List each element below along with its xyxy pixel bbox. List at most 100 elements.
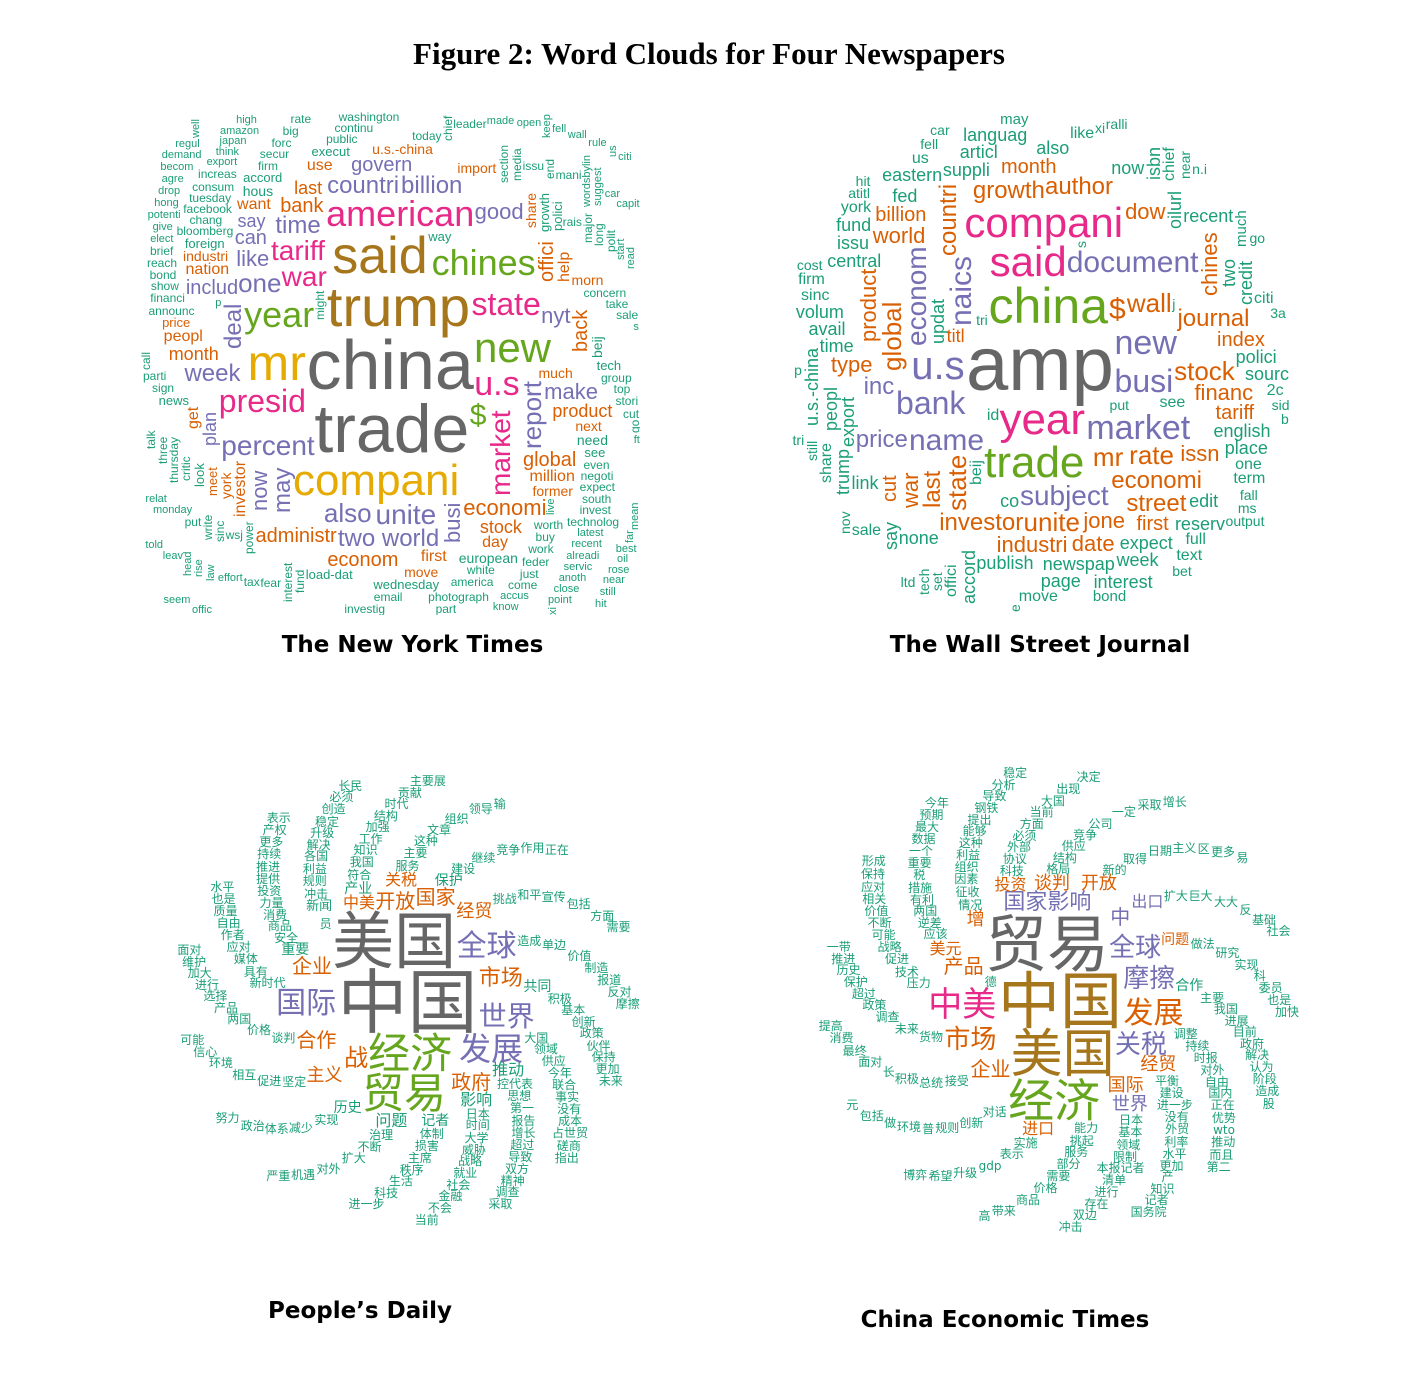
cloud-word: 日本 (1119, 1112, 1144, 1127)
cloud-word: s (1072, 240, 1089, 248)
cloud-word: 我国 (1213, 1002, 1238, 1017)
cloud-word: tariff (1215, 401, 1255, 424)
cloud-word: sinc (213, 520, 228, 542)
cloud-word: 投资 (994, 874, 1027, 894)
cloud-word: 加强 (365, 819, 390, 834)
cloud-word: 产品 (213, 1000, 238, 1015)
cloud-word: cost (796, 256, 823, 273)
cloud-word: 中国 (998, 965, 1123, 1039)
cloud-word: publish (976, 553, 1034, 574)
cloud-word: none (898, 528, 939, 549)
cloud-word: date (1071, 531, 1115, 557)
cloud-word: 这种 (958, 835, 983, 850)
cloud-word: 新的 (1102, 863, 1127, 878)
cloud-word: 一个 (909, 843, 934, 858)
cloud-word: 战 (344, 1044, 369, 1073)
cloud-word: 作者 (220, 927, 245, 942)
cloud-word: feder (522, 554, 550, 569)
panel-caption: People’s Daily (267, 1298, 452, 1324)
cloud-word: 稳定 (314, 814, 339, 829)
cloud-word: economi (463, 494, 547, 520)
cloud-word: 外部 (1007, 839, 1032, 854)
cloud-word: 希望 (928, 1169, 953, 1184)
cloud-word: us (911, 149, 929, 167)
word-cloud: amp china year trade said compani u.s market new… (790, 112, 1290, 612)
cloud-word: 更多 (1210, 845, 1235, 860)
cloud-word: rais (562, 214, 582, 229)
cloud-word: 国际 (276, 985, 337, 1021)
cloud-word: 思想 (507, 1089, 532, 1104)
cloud-word: may (1000, 112, 1029, 129)
cloud-word: 全球 (1109, 933, 1162, 964)
cloud-word: product (552, 401, 613, 422)
cloud-word: law (204, 564, 217, 581)
cloud-word: 历史 (836, 962, 861, 977)
cloud-word: 对话 (982, 1104, 1007, 1119)
cloud-word: 维护 (182, 954, 207, 969)
cloud-word: 能力 (1074, 1121, 1099, 1136)
cloud-word: leader (453, 117, 487, 132)
cloud-word: 结构 (373, 808, 398, 823)
cloud-word: 调查 (495, 1184, 520, 1199)
cloud-word: 自由 (216, 916, 241, 931)
cloud-word: issn (1180, 440, 1220, 466)
cloud-word: china (988, 277, 1109, 334)
cloud-word: 美国 (332, 904, 457, 978)
word-cloud: 中国 贸易 美国 经济 中美 发展 全球 摩擦 关税 市场 国家影响 企业 产品 中国际 谈判 经贸 增 开放 世界… (775, 715, 1345, 1285)
cloud-word: 科技 (999, 864, 1024, 879)
cloud-word: 而且 (1209, 1147, 1234, 1162)
cloud-word: firm (798, 270, 825, 288)
cloud-word: 社会 (1266, 924, 1291, 939)
cloud-word: 坚定 (282, 1075, 307, 1090)
cloud-word: foreign (184, 236, 225, 252)
cloud-word: 时代 (384, 797, 409, 812)
cloud-word: 今年 (924, 796, 949, 811)
cloud-word: issu (836, 233, 869, 254)
cloud-word: look (191, 463, 207, 488)
cloud-word: 存在 (1084, 1197, 1109, 1212)
cloud-word: drop (158, 185, 181, 198)
cloud-word: nation (185, 261, 230, 279)
cloud-word: 升级 (953, 1166, 978, 1181)
cloud-word: 竞争 (1073, 828, 1098, 843)
cloud-word: 战略 (877, 940, 902, 955)
cloud-word: 阶段 (1252, 1071, 1277, 1086)
cloud-word: deal (219, 304, 247, 350)
cloud-word: 继续 (471, 850, 496, 865)
cloud-word: first (1136, 513, 1169, 536)
cloud-word: car (930, 122, 950, 139)
cloud-word: tech (596, 357, 622, 373)
cloud-word: 易 (1236, 851, 1249, 866)
cloud-word: sale (616, 308, 639, 323)
cloud-word: u.s.-china (372, 140, 433, 157)
cloud-word: 包括 (566, 896, 591, 911)
cloud-word: 主要 (1200, 991, 1225, 1006)
cloud-word: 保持 (860, 866, 885, 881)
cloud-word: 领域 (1116, 1137, 1141, 1152)
cloud-word: firm (258, 158, 279, 173)
cloud-word: 元 (846, 1098, 859, 1113)
cloud-word: want (237, 195, 271, 213)
cloud-word: countri (327, 171, 400, 199)
cloud-word: 信心 (193, 1044, 218, 1059)
cloud-word: 体制 (419, 1126, 444, 1141)
cloud-word: 产业 (344, 880, 373, 897)
cloud-word: china (306, 326, 474, 405)
cloud-word: week (1116, 550, 1159, 571)
cloud-word: 组织 (444, 811, 469, 826)
cloud-word: 采取 (1137, 798, 1162, 813)
cloud-word: market (1086, 408, 1191, 447)
cloud-word: help (555, 251, 573, 283)
cloud-word: ltd (900, 574, 916, 591)
cloud-word: product (855, 268, 881, 343)
cloud-word: 供应 (541, 1053, 566, 1068)
cloud-word: 开放 (1080, 873, 1117, 895)
cloud-word: think (215, 145, 239, 158)
cloud-word: 成本 (558, 1114, 583, 1129)
cloud-word: chief (1161, 147, 1179, 181)
cloud-word: next (575, 418, 602, 435)
cloud-word: 积极 (547, 992, 572, 1007)
cloud-word: id (986, 406, 1000, 424)
cloud-word: 目前 (1232, 1024, 1257, 1039)
cloud-word: like (1070, 124, 1095, 142)
